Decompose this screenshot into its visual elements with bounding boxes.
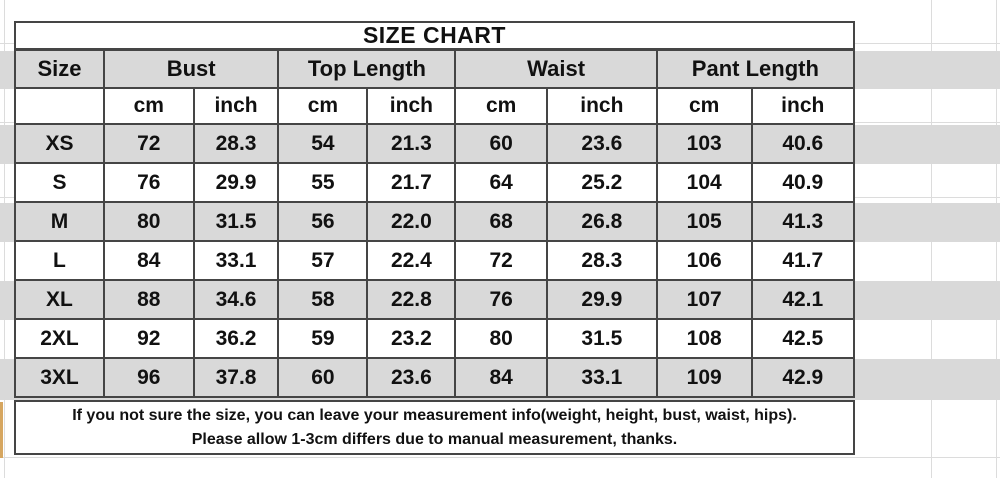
cell-value: 54: [279, 125, 369, 164]
cell-value: 29.9: [547, 281, 658, 320]
cell-value: 56: [279, 203, 369, 242]
cell-value: 57: [279, 242, 369, 281]
cell-value: 31.5: [194, 203, 280, 242]
row-label: M: [16, 203, 105, 242]
unit-header-inch: inch: [194, 89, 280, 125]
cell-value: 80: [456, 320, 548, 359]
col-header-top-length: Top Length: [279, 51, 457, 89]
cell-value: 106: [657, 242, 753, 281]
cell-value: 42.9: [752, 359, 855, 398]
cell-value: 80: [104, 203, 195, 242]
cell-value: 22.4: [368, 242, 457, 281]
unit-header-cm: cm: [104, 89, 195, 125]
cell-value: 28.3: [547, 242, 658, 281]
cell-value: 21.3: [368, 125, 457, 164]
cell-value: 23.2: [368, 320, 457, 359]
unit-header-cm: cm: [279, 89, 369, 125]
cell-value: 108: [657, 320, 753, 359]
cell-value: 109: [657, 359, 753, 398]
cell-value: 76: [456, 281, 548, 320]
cell-value: 68: [456, 203, 548, 242]
cell-value: 76: [104, 164, 195, 203]
cell-value: 88: [104, 281, 195, 320]
sheet-gridline-horizontal: [0, 457, 1000, 458]
cell-value: 34.6: [194, 281, 280, 320]
cell-value: 22.8: [368, 281, 457, 320]
row-label: XL: [16, 281, 105, 320]
unit-header-inch: inch: [752, 89, 855, 125]
cell-value: 103: [657, 125, 753, 164]
chart-title: SIZE CHART: [16, 23, 855, 51]
cell-value: 107: [657, 281, 753, 320]
cell-value: 22.0: [368, 203, 457, 242]
cell-value: 60: [279, 359, 369, 398]
cell-value: 60: [456, 125, 548, 164]
col-header-size: Size: [16, 51, 105, 89]
cell-value: 42.1: [752, 281, 855, 320]
col-header-pant-length: Pant Length: [657, 51, 855, 89]
cell-value: 64: [456, 164, 548, 203]
cell-value: 23.6: [547, 125, 658, 164]
cell-value: 84: [104, 242, 195, 281]
cell-value: 42.5: [752, 320, 855, 359]
cell-value: 55: [279, 164, 369, 203]
measurement-note-box: If you not sure the size, you can leave …: [14, 400, 855, 455]
cell-value: 92: [104, 320, 195, 359]
cell-value: 28.3: [194, 125, 280, 164]
cell-value: 41.3: [752, 203, 855, 242]
cell-value: 26.8: [547, 203, 658, 242]
cell-value: 58: [279, 281, 369, 320]
cell-value: 37.8: [194, 359, 280, 398]
cell-value: 40.9: [752, 164, 855, 203]
cell-value: 33.1: [547, 359, 658, 398]
cell-value: 31.5: [547, 320, 658, 359]
cell-value: 96: [104, 359, 195, 398]
cell-value: 84: [456, 359, 548, 398]
cell-value: 25.2: [547, 164, 658, 203]
unit-header-cm: cm: [657, 89, 753, 125]
cell-value: 36.2: [194, 320, 280, 359]
cell-value: 21.7: [368, 164, 457, 203]
footer-note-line2: Please allow 1-3cm differs due to manual…: [191, 430, 678, 448]
unit-header-cm: cm: [456, 89, 548, 125]
row-label: 2XL: [16, 320, 105, 359]
footer-note-line1: If you not sure the size, you can leave …: [72, 407, 797, 425]
accent-stripe: [0, 402, 3, 458]
cell-value: 72: [456, 242, 548, 281]
cell-value: 104: [657, 164, 753, 203]
row-label: L: [16, 242, 105, 281]
cell-value: 41.7: [752, 242, 855, 281]
cell-value: 59: [279, 320, 369, 359]
col-header-waist: Waist: [456, 51, 658, 89]
cell-value: 23.6: [368, 359, 457, 398]
unit-header-inch: inch: [368, 89, 457, 125]
cell-value: 29.9: [194, 164, 280, 203]
blank-cell: [16, 89, 105, 125]
size-chart-table: SIZE CHART Size Bust Top Length Waist Pa…: [14, 21, 855, 398]
cell-value: 40.6: [752, 125, 855, 164]
row-label: XS: [16, 125, 105, 164]
unit-header-inch: inch: [547, 89, 658, 125]
cell-value: 105: [657, 203, 753, 242]
row-label: 3XL: [16, 359, 105, 398]
cell-value: 72: [104, 125, 195, 164]
row-label: S: [16, 164, 105, 203]
cell-value: 33.1: [194, 242, 280, 281]
col-header-bust: Bust: [104, 51, 280, 89]
